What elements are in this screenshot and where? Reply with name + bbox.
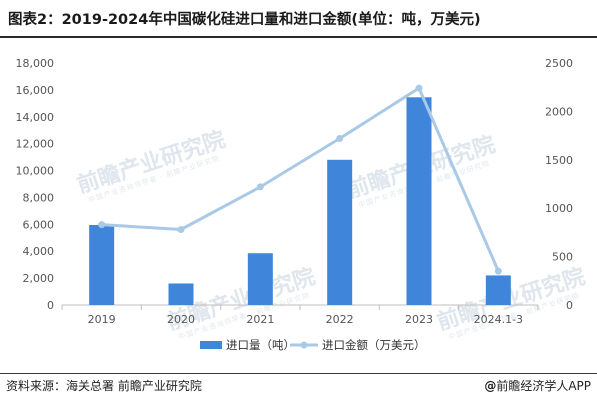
x-axis-tick-label: 2020 bbox=[167, 313, 195, 326]
chart-title: 图表2：2019-2024年中国碳化硅进口量和进口金额(单位：吨，万美元) bbox=[8, 12, 481, 28]
left-y-axis: 0 2,000 4,000 6,000 8,000 10,000 12,000 14,000 1… bbox=[16, 57, 55, 312]
left-axis-tick-label: 6,000 bbox=[23, 218, 55, 231]
line-point-2023 bbox=[415, 84, 423, 92]
left-axis-tick-label: 14,000 bbox=[16, 111, 55, 124]
right-axis-tick-label: 1500 bbox=[545, 154, 573, 167]
line-series-import-value bbox=[98, 84, 502, 275]
left-axis-tick-label: 10,000 bbox=[16, 165, 55, 178]
right-axis-tick-label: 1000 bbox=[545, 202, 573, 215]
left-axis-tick-label: 8,000 bbox=[23, 191, 55, 204]
line-point-2021 bbox=[256, 183, 264, 191]
x-axis-tick-label: 2019 bbox=[88, 313, 116, 326]
left-axis-tick-label: 16,000 bbox=[16, 84, 55, 97]
left-axis-tick-label: 2,000 bbox=[23, 272, 55, 285]
left-axis-tick-label: 18,000 bbox=[16, 57, 55, 70]
bar-2022 bbox=[327, 159, 353, 305]
right-axis-tick-label: 2500 bbox=[545, 57, 573, 70]
line-point-2020 bbox=[177, 225, 185, 233]
legend-bar-swatch bbox=[200, 341, 222, 349]
credit-text: 前瞻经济学人APP bbox=[496, 379, 591, 393]
import-value-line bbox=[101, 86, 500, 272]
bar-series-import-volume bbox=[89, 97, 511, 306]
line-point-2024.1-3 bbox=[494, 267, 502, 275]
right-axis-tick-label: 500 bbox=[552, 251, 573, 264]
line-point-2019 bbox=[98, 221, 106, 229]
right-axis-tick-label: 2000 bbox=[545, 105, 573, 118]
left-axis-tick-label: 0 bbox=[47, 299, 54, 312]
x-axis: 2019 2020 2021 2022 2023 2024.1-3 bbox=[61, 304, 539, 326]
legend-bar-label: 进口量（吨） bbox=[226, 338, 295, 352]
bar-2024.1-3 bbox=[485, 275, 511, 305]
right-y-axis: 0 500 1000 1500 2000 2500 bbox=[545, 57, 573, 312]
footer-divider bbox=[0, 373, 597, 374]
bar-2020 bbox=[168, 283, 194, 305]
x-axis-tick-label: 2023 bbox=[405, 313, 433, 326]
left-axis-tick-label: 12,000 bbox=[16, 138, 55, 151]
legend-line-label: 进口金额（万美元） bbox=[322, 338, 426, 352]
bar-2023 bbox=[406, 97, 432, 306]
credit-note: @前瞻经济学人APP bbox=[484, 377, 591, 394]
line-point-2022 bbox=[336, 135, 344, 143]
left-axis-tick-label: 4,000 bbox=[23, 245, 55, 258]
x-axis-tick-label: 2024.1-3 bbox=[474, 313, 523, 326]
legend: 进口量（吨） 进口金额（万美元） bbox=[200, 338, 426, 352]
x-axis-tick-label: 2021 bbox=[246, 313, 274, 326]
legend-line-marker bbox=[300, 341, 308, 349]
title-divider bbox=[0, 36, 597, 38]
right-axis-tick-label: 0 bbox=[566, 299, 573, 312]
bar-2021 bbox=[247, 253, 273, 305]
source-note: 资料来源：海关总署 前瞻产业研究院 bbox=[6, 379, 202, 393]
bar-2019 bbox=[89, 225, 115, 305]
at-icon: @ bbox=[484, 379, 497, 393]
x-axis-tick-label: 2022 bbox=[326, 313, 354, 326]
